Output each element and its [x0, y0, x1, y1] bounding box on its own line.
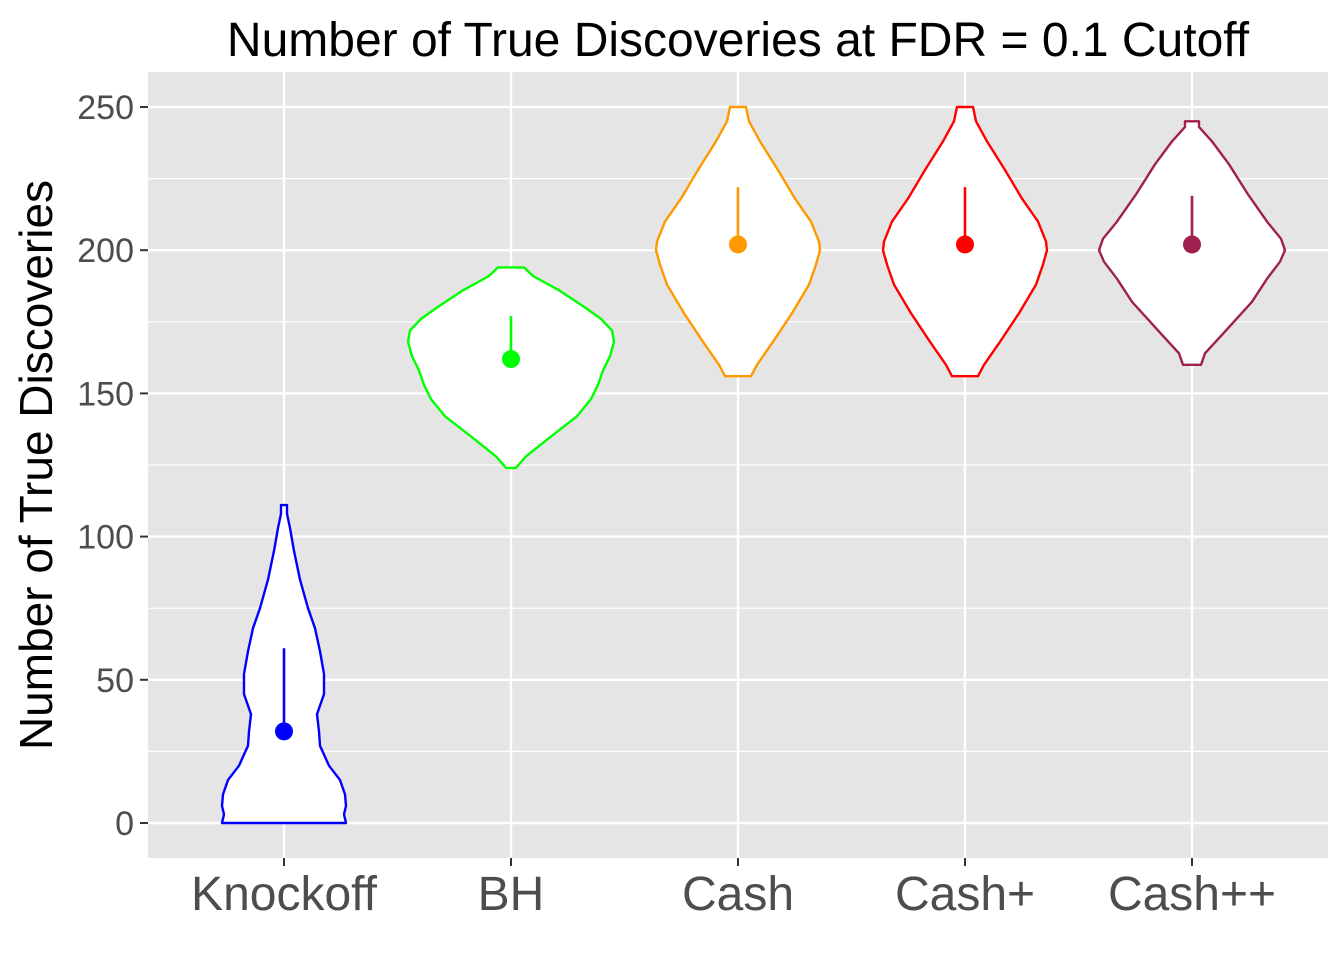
x-tick-label: Knockoff	[191, 868, 378, 921]
y-tick-label: 50	[96, 662, 134, 700]
x-tick-label: Cash++	[1108, 868, 1276, 921]
y-tick-label: 150	[77, 375, 134, 413]
summary-point-knockoff	[275, 722, 293, 741]
y-tick-label: 200	[77, 232, 134, 270]
x-tick-label: BH	[478, 868, 545, 921]
x-tick-label: Cash	[682, 868, 794, 921]
y-tick-label: 0	[115, 805, 134, 843]
y-axis-ticks: 0 50 100 150 200 250	[77, 89, 148, 843]
chart-title: Number of True Discoveries at FDR = 0.1 …	[227, 14, 1250, 67]
y-tick-label: 100	[77, 519, 134, 557]
y-axis-label: Number of True Discoveries	[10, 180, 62, 750]
summary-point-cash-plus-plus	[1183, 235, 1201, 254]
x-axis-ticks: Knockoff BH Cash Cash+ Cash++	[191, 858, 1276, 921]
y-tick-label: 250	[77, 89, 134, 127]
summary-point-cash-plus	[956, 235, 974, 254]
x-tick-label: Cash+	[895, 868, 1035, 921]
summary-point-bh	[502, 350, 520, 369]
violins	[220, 105, 1287, 825]
summary-point-cash	[729, 235, 747, 254]
